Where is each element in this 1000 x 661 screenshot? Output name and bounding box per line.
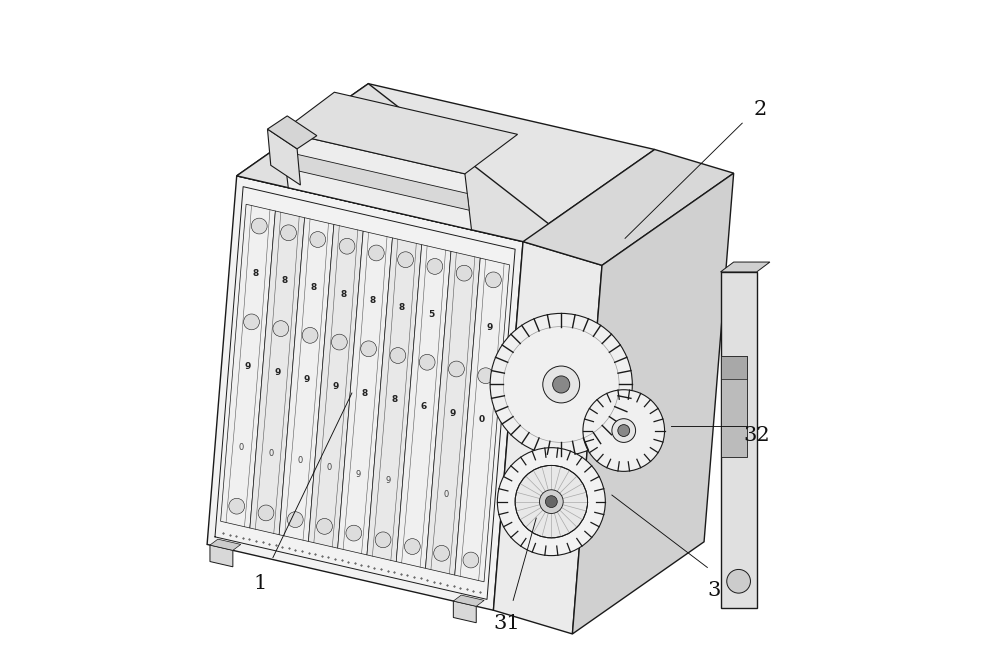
Polygon shape bbox=[721, 356, 747, 457]
Text: 8: 8 bbox=[362, 389, 368, 397]
Polygon shape bbox=[453, 601, 476, 623]
Circle shape bbox=[317, 518, 332, 534]
Text: 9: 9 bbox=[385, 477, 390, 485]
Text: 0: 0 bbox=[479, 416, 485, 424]
Polygon shape bbox=[282, 132, 471, 230]
Circle shape bbox=[390, 348, 406, 364]
Circle shape bbox=[368, 245, 384, 261]
Circle shape bbox=[434, 545, 450, 561]
Circle shape bbox=[375, 532, 391, 548]
Text: 9: 9 bbox=[245, 362, 251, 371]
Polygon shape bbox=[282, 93, 518, 174]
Circle shape bbox=[449, 361, 464, 377]
Text: 8: 8 bbox=[252, 270, 259, 278]
Polygon shape bbox=[221, 204, 275, 528]
Circle shape bbox=[339, 239, 355, 254]
Circle shape bbox=[258, 505, 274, 521]
Polygon shape bbox=[284, 151, 469, 210]
Circle shape bbox=[229, 498, 245, 514]
Text: 8: 8 bbox=[282, 276, 288, 285]
Circle shape bbox=[727, 569, 750, 593]
Text: 9: 9 bbox=[486, 323, 493, 332]
Circle shape bbox=[331, 334, 347, 350]
Circle shape bbox=[515, 465, 588, 538]
Circle shape bbox=[583, 390, 665, 471]
Circle shape bbox=[273, 321, 289, 336]
Text: 5: 5 bbox=[428, 310, 434, 319]
Text: 0: 0 bbox=[444, 490, 449, 499]
Text: 3: 3 bbox=[707, 581, 721, 600]
Text: 0: 0 bbox=[297, 456, 303, 465]
Circle shape bbox=[463, 552, 479, 568]
Circle shape bbox=[361, 341, 377, 357]
Text: 2: 2 bbox=[753, 100, 767, 120]
Polygon shape bbox=[572, 173, 734, 634]
Text: 8: 8 bbox=[369, 296, 376, 305]
Polygon shape bbox=[721, 262, 770, 272]
Polygon shape bbox=[207, 176, 523, 610]
Circle shape bbox=[244, 314, 259, 330]
Polygon shape bbox=[237, 84, 602, 265]
Polygon shape bbox=[250, 211, 305, 535]
Circle shape bbox=[490, 313, 632, 455]
Polygon shape bbox=[237, 84, 655, 242]
Text: 0: 0 bbox=[268, 449, 273, 459]
Circle shape bbox=[310, 231, 326, 247]
Polygon shape bbox=[455, 258, 510, 582]
Circle shape bbox=[553, 376, 570, 393]
Polygon shape bbox=[367, 238, 422, 562]
Circle shape bbox=[478, 368, 494, 383]
Circle shape bbox=[545, 496, 557, 508]
Circle shape bbox=[281, 225, 296, 241]
Text: 1: 1 bbox=[253, 574, 266, 594]
Text: 6: 6 bbox=[420, 402, 427, 411]
Circle shape bbox=[404, 539, 420, 555]
Polygon shape bbox=[210, 545, 233, 566]
Text: 8: 8 bbox=[399, 303, 405, 312]
Circle shape bbox=[251, 218, 267, 234]
Polygon shape bbox=[267, 129, 300, 185]
Circle shape bbox=[485, 272, 501, 288]
Text: 0: 0 bbox=[327, 463, 332, 472]
Polygon shape bbox=[279, 217, 334, 541]
Circle shape bbox=[302, 327, 318, 343]
Text: 9: 9 bbox=[333, 382, 339, 391]
Circle shape bbox=[618, 424, 630, 436]
Circle shape bbox=[456, 265, 472, 281]
Polygon shape bbox=[396, 245, 451, 568]
Text: 9: 9 bbox=[274, 368, 280, 377]
Circle shape bbox=[419, 354, 435, 370]
Polygon shape bbox=[721, 356, 747, 379]
Text: 9: 9 bbox=[303, 375, 310, 384]
Polygon shape bbox=[453, 595, 484, 606]
Text: 0: 0 bbox=[239, 443, 244, 451]
Text: 8: 8 bbox=[340, 290, 346, 299]
Polygon shape bbox=[308, 225, 363, 548]
Text: 32: 32 bbox=[743, 426, 770, 446]
Polygon shape bbox=[210, 539, 241, 551]
Circle shape bbox=[539, 490, 563, 514]
Circle shape bbox=[543, 366, 580, 403]
Polygon shape bbox=[267, 116, 317, 149]
Text: 8: 8 bbox=[391, 395, 397, 405]
Circle shape bbox=[287, 512, 303, 527]
Text: 9: 9 bbox=[450, 408, 456, 418]
Polygon shape bbox=[338, 231, 392, 555]
Circle shape bbox=[612, 418, 636, 442]
Polygon shape bbox=[523, 149, 734, 265]
Circle shape bbox=[497, 447, 605, 556]
Text: 8: 8 bbox=[311, 283, 317, 292]
Circle shape bbox=[427, 258, 443, 274]
Text: 31: 31 bbox=[493, 614, 520, 633]
Circle shape bbox=[346, 525, 362, 541]
Polygon shape bbox=[721, 272, 757, 607]
Text: 9: 9 bbox=[356, 469, 361, 479]
Polygon shape bbox=[493, 242, 602, 634]
Polygon shape bbox=[426, 251, 480, 575]
Circle shape bbox=[398, 252, 413, 268]
